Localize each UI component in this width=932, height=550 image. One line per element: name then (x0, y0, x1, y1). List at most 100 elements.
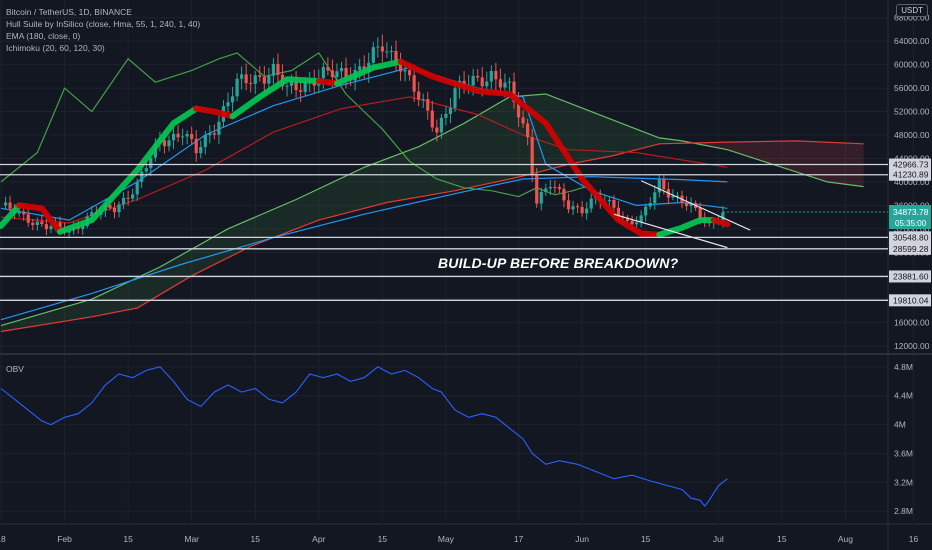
ichimoku-cloud-segment (745, 141, 755, 159)
candle-body (185, 134, 189, 137)
symbol-title[interactable]: Bitcoin / TetherUS, 1D, BINANCE (6, 7, 132, 17)
candle-body (190, 134, 194, 139)
candle-body (548, 186, 552, 189)
ichimoku-cloud-segment (772, 141, 782, 168)
time-tick-label: 15 (123, 534, 133, 544)
candle-body (689, 203, 693, 207)
ichimoku-cloud-segment (536, 93, 546, 173)
level-axis-label: 23881.60 (893, 271, 929, 281)
ichimoku-base-line (0, 96, 728, 224)
indicator-hull[interactable]: Hull Suite by InSilico (close, Hma, 55, … (6, 19, 201, 29)
candle-body (589, 198, 593, 209)
candle-body (162, 140, 167, 147)
ichimoku-cloud-segment (818, 141, 828, 182)
candle-body (240, 74, 244, 79)
ichimoku-cloud-segment (137, 273, 147, 309)
candle-body (403, 70, 407, 72)
candle-body (49, 226, 53, 230)
candle-body (512, 81, 516, 102)
hull-suite-down-segment (710, 217, 731, 228)
time-tick-label: 15 (641, 534, 651, 544)
level-axis-badge (889, 158, 931, 171)
candle-body (684, 202, 689, 207)
time-tick-label: 16 (909, 534, 919, 544)
ichimoku-cloud-segment (282, 201, 292, 235)
ichimoku-lagging-line (0, 52, 592, 198)
candle-body (121, 197, 126, 205)
obv-pane-title[interactable]: OBV (6, 364, 24, 374)
ichimoku-cloud-segment (427, 137, 437, 196)
ichimoku-cloud-segment (128, 277, 138, 310)
ichimoku-lead-a-line (0, 93, 864, 327)
candle-body (408, 70, 412, 76)
time-tick-label: 18 (0, 534, 6, 544)
ichimoku-cloud-segment (591, 111, 601, 160)
hull-suite-down-segment (16, 202, 63, 235)
level-axis-badge (889, 294, 931, 307)
candle-body (566, 200, 571, 210)
level-axis-label: 41230.89 (893, 170, 929, 180)
candle-body (426, 99, 430, 111)
obv-tick-label: 3.6M (894, 448, 913, 458)
candle-body (480, 77, 484, 87)
ichimoku-cloud-segment (391, 153, 401, 202)
level-axis-label: 42966.73 (893, 160, 929, 170)
candle-body (90, 212, 94, 217)
ichimoku-cloud-segment (827, 142, 837, 184)
currency-button[interactable]: USDT (896, 4, 928, 17)
ichimoku-cloud-segment (64, 304, 74, 322)
candle-body (203, 135, 207, 148)
last-price-label: 34873.78 (893, 207, 929, 217)
candle-body (380, 46, 384, 52)
candle-body (8, 202, 12, 209)
candle-body (417, 91, 421, 100)
candle-body (17, 211, 21, 214)
ichimoku-cloud-segment (28, 315, 38, 328)
ichimoku-cloud-segment (37, 312, 47, 326)
candle-body (22, 211, 26, 215)
hull-suite-up-segment (334, 58, 404, 87)
candle-body (662, 179, 666, 190)
ichimoku-cloud-segment (19, 317, 29, 329)
ichimoku-cloud-segment (82, 299, 92, 319)
price-tick-label: 60000.00 (894, 60, 930, 70)
candle-body (471, 75, 475, 86)
candle-body (144, 168, 148, 172)
candle-body (562, 188, 566, 201)
hull-suite-down-segment (397, 58, 663, 238)
ichimoku-cloud-segment (255, 213, 265, 245)
ichimoku-cloud-segment (627, 125, 637, 153)
ichimoku-cloud-segment (382, 157, 392, 204)
candle-body (131, 194, 135, 199)
ichimoku-cloud-segment (336, 175, 347, 216)
ichimoku-cloud-segment (182, 249, 192, 282)
ichimoku-cloud-segment (218, 228, 228, 263)
hull-suite-down-segment (193, 105, 236, 120)
time-tick-label: 15 (777, 534, 787, 544)
candle-body (616, 207, 621, 218)
level-axis-label: 30548.80 (893, 232, 929, 242)
time-tick-label: 15 (378, 534, 388, 544)
indicator-ema[interactable]: EMA (180, close, 0) (6, 31, 81, 41)
indicator-ichimoku[interactable]: Ichimoku (20, 60, 120, 30) (6, 43, 105, 53)
price-tick-label: 16000.00 (894, 318, 930, 328)
level-axis-badge (889, 270, 931, 283)
candle-body (435, 127, 439, 133)
candle-body (117, 204, 121, 213)
candle-body (126, 197, 130, 199)
annotation-text: BUILD-UP BEFORE BREAKDOWN? (438, 255, 679, 271)
ichimoku-cloud-segment (346, 171, 356, 214)
candle-body (585, 208, 589, 214)
candle-body (462, 80, 466, 87)
candle-body (521, 117, 525, 124)
candle-body (40, 221, 44, 225)
candle-body (326, 67, 330, 71)
ichimoku-cloud-segment (609, 118, 619, 157)
candle-body (530, 137, 534, 176)
ichimoku-cloud-segment (409, 146, 419, 199)
ichimoku-cloud-segment (518, 95, 528, 178)
candle-body (657, 179, 661, 193)
candle-body (262, 76, 266, 84)
candle-body (580, 206, 584, 214)
